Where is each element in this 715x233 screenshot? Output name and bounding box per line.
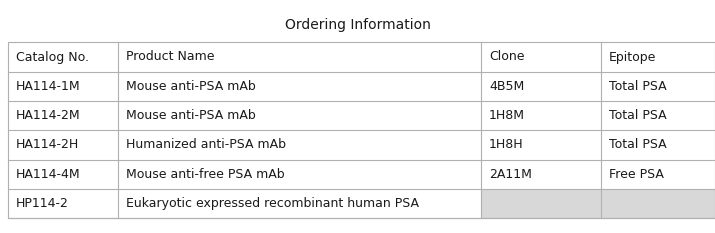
Bar [601,160,715,189]
Bar [601,130,715,160]
Text: 4B5M: 4B5M [489,80,524,93]
Text: Total PSA: Total PSA [609,109,666,122]
Text: Mouse anti-PSA mAb: Mouse anti-PSA mAb [126,80,256,93]
Bar [481,189,601,218]
Text: HA114-2H: HA114-2H [16,138,79,151]
Bar [481,130,601,160]
Text: HP114-2: HP114-2 [16,197,69,210]
Bar [601,72,715,101]
Text: HA114-4M: HA114-4M [16,168,81,181]
Text: Ordering Information: Ordering Information [285,18,430,32]
Text: Free PSA: Free PSA [609,168,664,181]
Bar [118,72,481,101]
Bar [118,101,481,130]
Text: 2A11M: 2A11M [489,168,532,181]
Bar [481,160,601,189]
Text: 1H8M: 1H8M [489,109,525,122]
Bar [8,42,715,218]
Bar [601,101,715,130]
Bar [8,189,118,218]
Text: Mouse anti-PSA mAb: Mouse anti-PSA mAb [126,109,256,122]
Bar [8,72,118,101]
Text: Mouse anti-free PSA mAb: Mouse anti-free PSA mAb [126,168,285,181]
Text: Clone: Clone [489,51,525,64]
Text: Catalog No.: Catalog No. [16,51,89,64]
Text: 1H8H: 1H8H [489,138,523,151]
Text: Humanized anti-PSA mAb: Humanized anti-PSA mAb [126,138,286,151]
Text: Product Name: Product Name [126,51,214,64]
Text: HA114-1M: HA114-1M [16,80,81,93]
Bar [8,160,118,189]
Text: Total PSA: Total PSA [609,138,666,151]
Text: Eukaryotic expressed recombinant human PSA: Eukaryotic expressed recombinant human P… [126,197,419,210]
Bar [8,130,118,160]
Bar [481,72,601,101]
Bar [118,130,481,160]
Text: Epitope: Epitope [609,51,656,64]
Text: Total PSA: Total PSA [609,80,666,93]
Text: HA114-2M: HA114-2M [16,109,81,122]
Bar [118,189,481,218]
Bar [8,101,118,130]
Bar [481,101,601,130]
Bar [118,160,481,189]
Bar [601,189,715,218]
